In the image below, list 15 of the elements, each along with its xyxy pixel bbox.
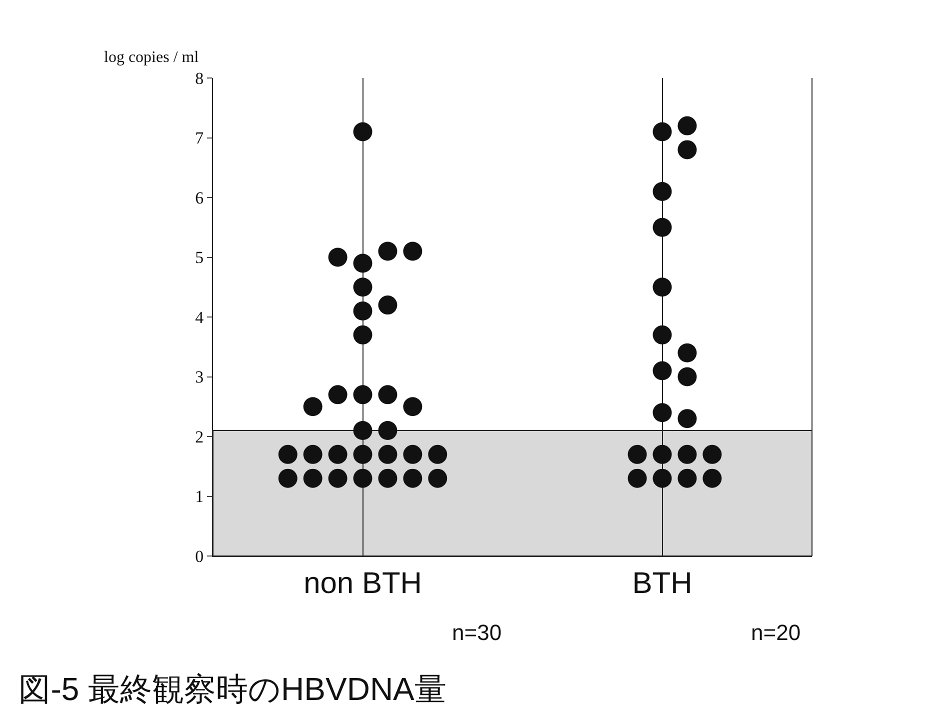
y-axis-title: log copies / ml [104,49,200,66]
y-tick-label: 6 [195,188,204,208]
text: n=20 [751,620,801,645]
y-tick-label: 7 [195,128,204,148]
text: n=30 [452,620,502,645]
y-tick-label: 3 [195,368,204,387]
y-tick-label: 1 [195,487,204,506]
y-tick-label: 8 [195,68,204,88]
y-tick-label: 5 [195,248,204,268]
y-tick-label: 2 [195,427,204,446]
y-tick-label: 4 [195,308,204,327]
text: 図-5 最終観察時のHBVDNA量 [18,671,446,708]
x-tick-label: non BTH [304,567,422,600]
y-tick-label: 0 [195,546,204,566]
x-tick-label: BTH [632,567,692,600]
